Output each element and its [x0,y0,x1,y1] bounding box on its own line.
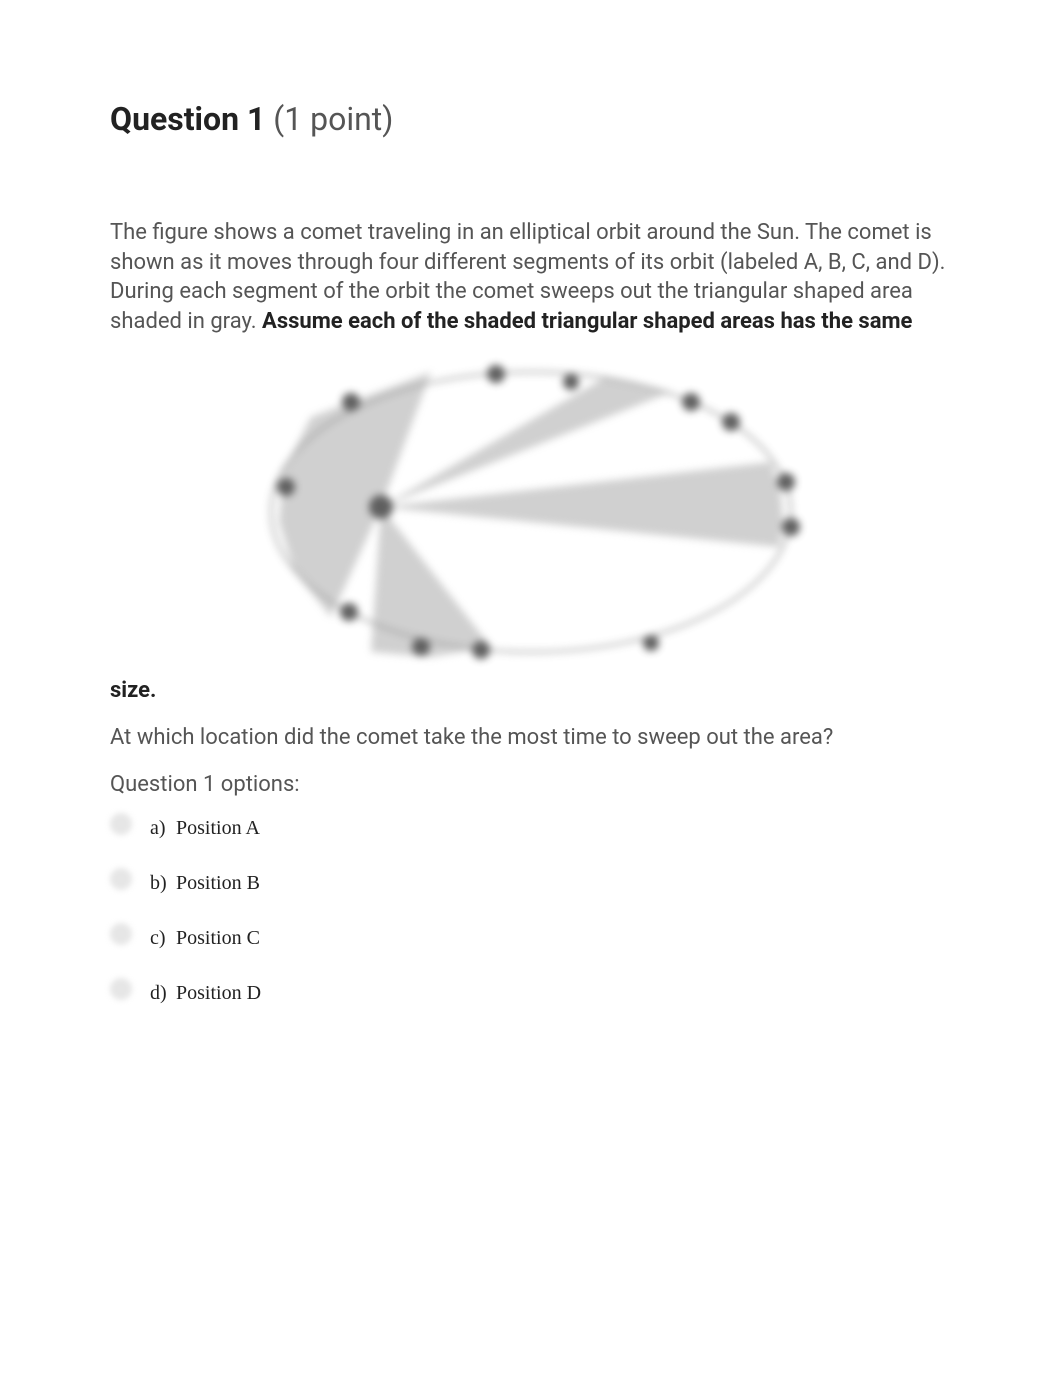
option-row[interactable]: b)Position B [110,872,952,895]
option-row[interactable]: d)Position D [110,982,952,1005]
options-list: a)Position Ab)Position Bc)Position Cd)Po… [110,817,952,1005]
orbit-svg [251,347,811,677]
prompt-bold: Assume each of the shaded triangular sha… [262,309,912,334]
option-text: Position A [176,817,260,840]
option-letter: b) [150,872,172,895]
option-row[interactable]: a)Position A [110,817,952,840]
option-text: Position D [176,982,261,1005]
radio-button[interactable] [110,868,132,890]
option-text: Position C [176,927,260,950]
options-label: Question 1 options: [110,772,952,797]
option-text: Position B [176,872,260,895]
option-letter: d) [150,982,172,1005]
radio-button[interactable] [110,923,132,945]
question-subprompt: At which location did the comet take the… [110,723,952,753]
radio-button[interactable] [110,813,132,835]
question-header: Question 1 (1 point) [110,100,952,138]
orbit-figure [110,347,952,681]
question-points: (1 point) [273,100,393,138]
question-prompt: The figure shows a comet traveling in an… [110,218,952,337]
prompt-size-fragment: size. [110,678,952,703]
option-letter: a) [150,817,172,840]
radio-button[interactable] [110,978,132,1000]
option-letter: c) [150,927,172,950]
option-row[interactable]: c)Position C [110,927,952,950]
question-title: Question 1 [110,100,265,138]
